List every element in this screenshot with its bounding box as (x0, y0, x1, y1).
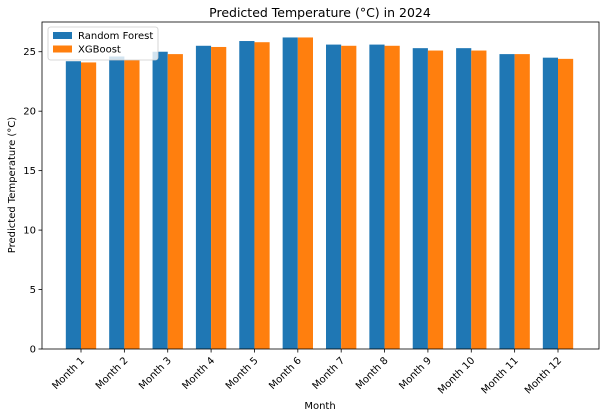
legend-frame (47, 26, 159, 61)
legend-swatch-xgboost (53, 45, 72, 53)
y-tick-label: 0 (30, 345, 36, 356)
bar-random-forest-10 (456, 48, 472, 349)
y-tick-label: 25 (23, 47, 36, 58)
y-tick-label: 10 (23, 226, 36, 237)
y-axis-label: Predicted Temperature (°C) (7, 117, 18, 254)
bar-xgboost-2 (124, 60, 140, 350)
bar-xgboost-7 (341, 45, 357, 349)
plot-frame (41, 21, 600, 350)
bar-xgboost-5 (254, 42, 270, 350)
legend-swatch-random-forest (53, 32, 72, 39)
bar-xgboost-8 (384, 45, 400, 349)
legend-label-random-forest: Random Forest (78, 31, 153, 42)
bar-xgboost-3 (167, 54, 183, 350)
bar-xgboost-1 (81, 62, 97, 350)
y-tick-label: 5 (30, 285, 36, 296)
bar-random-forest-2 (109, 56, 125, 349)
bars-group (65, 37, 574, 350)
y-tick-label: 15 (23, 166, 36, 177)
y-axis: 0 5 10 15 20 25 (23, 47, 42, 356)
bar-random-forest-11 (499, 54, 515, 350)
chart-title: Predicted Temperature (°C) in 2024 (209, 5, 431, 20)
bar-random-forest-12 (542, 57, 558, 350)
y-tick-label: 20 (23, 107, 36, 118)
bar-random-forest-9 (412, 48, 428, 349)
bar-random-forest-3 (152, 51, 168, 349)
bar-random-forest-1 (65, 61, 81, 350)
bar-xgboost-11 (514, 54, 530, 350)
legend-label-xgboost: XGBoost (78, 45, 121, 56)
bar-xgboost-4 (211, 46, 227, 349)
bar-random-forest-5 (239, 41, 255, 349)
bar-random-forest-8 (369, 44, 385, 350)
bar-random-forest-7 (326, 44, 342, 350)
bar-xgboost-9 (427, 50, 444, 349)
bar-xgboost-12 (558, 58, 574, 350)
x-axis-label: Month (304, 401, 335, 412)
legend: Random Forest XGBoost (47, 26, 159, 61)
bar-xgboost-6 (297, 37, 313, 350)
bar-random-forest-4 (195, 45, 212, 349)
bar-random-forest-6 (282, 37, 298, 350)
bar-xgboost-10 (471, 50, 487, 349)
